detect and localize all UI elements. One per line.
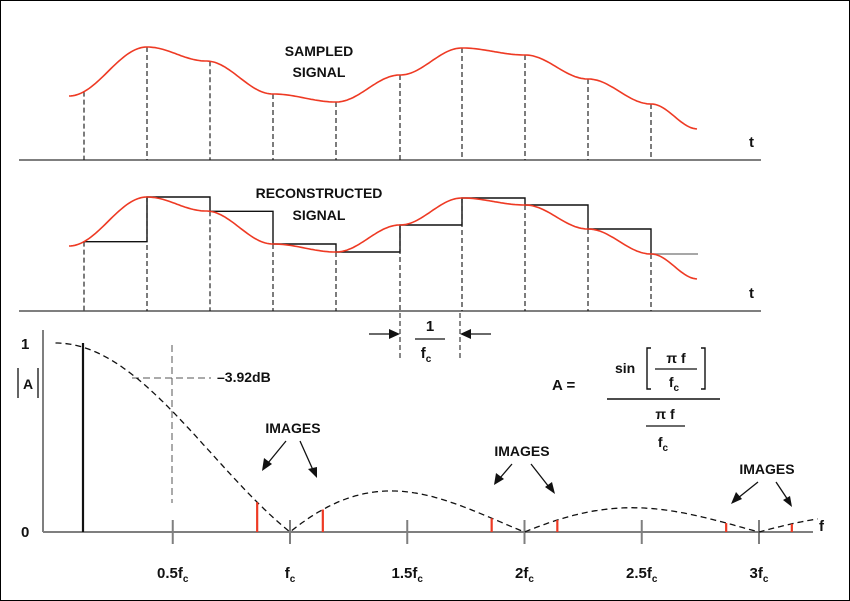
images-arrowhead-3b (783, 496, 792, 507)
images-arrowhead-1a (262, 458, 272, 471)
x-tick-label-5: 2.5fc (626, 565, 658, 585)
images-arrowhead-3a (731, 492, 742, 504)
sampled-signal-curve (68, 46, 698, 130)
images-arrowhead-1b (308, 467, 317, 478)
images-annotation-2: IMAGES (494, 443, 555, 494)
formula-sin: sin (615, 360, 635, 376)
sampled-label-line2: SIGNAL (293, 64, 346, 80)
period-indicator: 1 fc (369, 313, 491, 365)
sampled-signal-panel: SAMPLED SIGNAL t (19, 43, 761, 161)
images-label-3: IMAGES (739, 461, 794, 477)
x-tick-label-1: 0.5fc (157, 565, 189, 585)
time-axis-label-2: t (749, 285, 754, 302)
images-label-1: IMAGES (265, 420, 320, 436)
period-denominator: fc (421, 345, 432, 365)
images-arrow-3b (775, 481, 789, 501)
images-arrow-3a (737, 481, 759, 499)
images-annotation-1: IMAGES (262, 420, 321, 478)
sample-lines (83, 47, 652, 160)
arrow-left-head (389, 329, 400, 339)
period-numerator: 1 (426, 318, 434, 335)
formula-inner-denominator: fc (669, 374, 680, 394)
x-tick-label-2: fc (285, 565, 296, 585)
formula-outer-numerator: π f (655, 406, 675, 422)
db-label: –3.92dB (217, 369, 271, 385)
amplitude-axis-label: A (23, 376, 33, 392)
image-lines (256, 502, 793, 532)
images-arrow-1a (267, 440, 287, 464)
images-arrow-1b (299, 440, 314, 471)
reconstructed-label-line1: RECONSTRUCTED (256, 185, 383, 201)
formula-lhs: A = (552, 377, 575, 394)
spectrum-panel: 0.5fc fc 1.5fc 2fc 2.5fc 3fc 1 0 A f –3.92dB … (17, 330, 825, 585)
images-label-2: IMAGES (494, 443, 549, 459)
sampled-label-line1: SAMPLED (285, 43, 353, 59)
reconstructed-label-line2: SIGNAL (293, 207, 346, 223)
images-arrow-2a (499, 463, 513, 479)
images-arrowhead-2a (494, 473, 504, 485)
sinc-envelope (55, 342, 818, 533)
frequency-tick-labels: 0.5fc fc 1.5fc 2fc 2.5fc 3fc (157, 565, 769, 585)
x-tick-label-4: 2fc (515, 565, 534, 585)
amplitude-max-label: 1 (21, 336, 29, 353)
images-arrow-2b (530, 463, 550, 488)
formula-inner-numerator: π f (666, 350, 686, 366)
staircase-output (84, 196, 652, 254)
amplitude-zero-label: 0 (21, 524, 29, 541)
time-axis-label-1: t (749, 134, 754, 151)
formula-outer-denominator: fc (658, 434, 669, 454)
frequency-ticks (171, 520, 760, 544)
x-tick-label-3: 1.5fc (392, 565, 424, 585)
reconstructed-signal-panel: RECONSTRUCTED SIGNAL t 1 fc (19, 185, 761, 365)
reconstruction-sample-lines (83, 197, 652, 311)
amplitude-formula: A = sin π f fc π f fc (552, 347, 720, 454)
x-tick-label-6: 3fc (750, 565, 769, 585)
formula-bracket-left (646, 347, 651, 390)
images-annotation-3: IMAGES (731, 461, 795, 507)
arrow-right-head (460, 329, 471, 339)
images-arrowhead-2b (545, 482, 555, 494)
frequency-axis-label: f (819, 518, 825, 535)
reconstructed-signal-curve (68, 196, 698, 280)
formula-bracket-right (701, 347, 706, 390)
